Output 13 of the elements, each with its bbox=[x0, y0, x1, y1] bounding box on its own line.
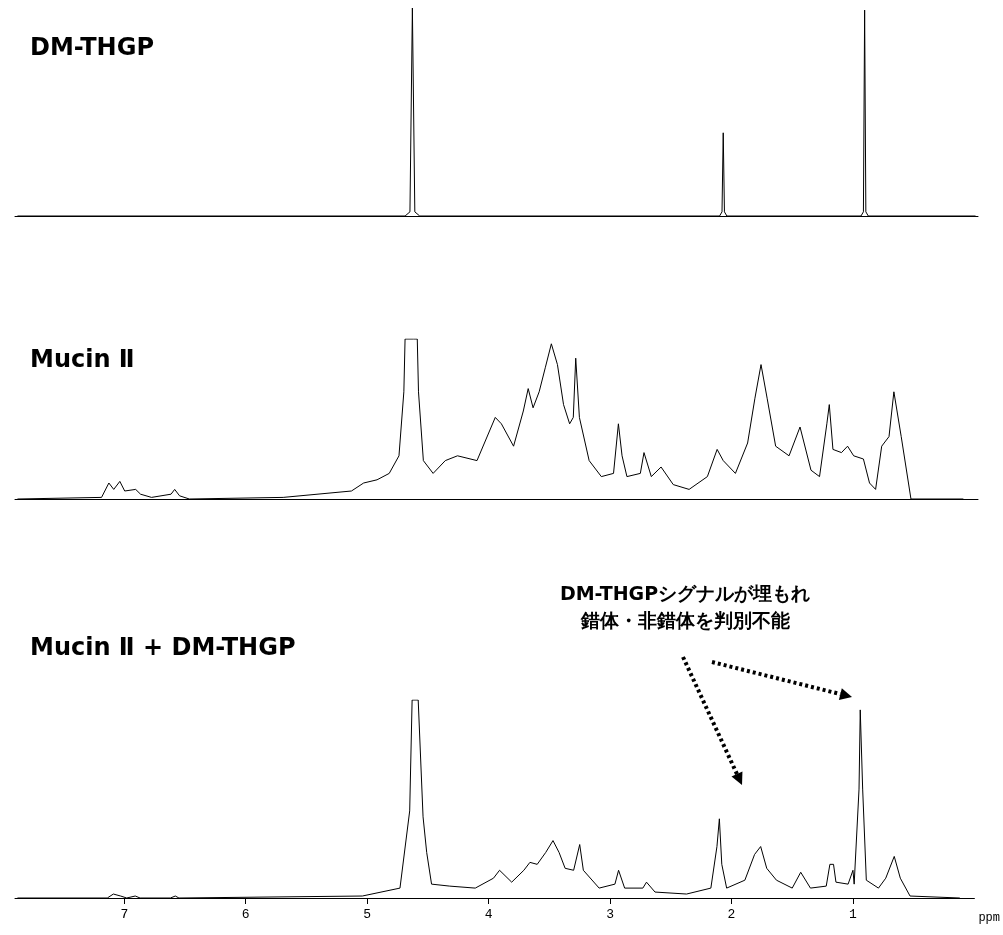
x-tick-label: 2 bbox=[727, 907, 736, 922]
x-tick-label: 3 bbox=[606, 907, 614, 922]
text: DM-THGPシグナルが埋もれ bbox=[558, 581, 812, 606]
x-tick-label: 4 bbox=[484, 907, 493, 922]
x-tick-label: 7 bbox=[120, 907, 129, 922]
text: DM-THGP bbox=[30, 33, 154, 61]
chart-title: Mucin Ⅱ + DM-THGP bbox=[30, 633, 296, 661]
text: 錯体・非錯体を判別不能 bbox=[579, 608, 791, 633]
x-tick-label: 1 bbox=[849, 907, 858, 922]
x-tick-label: 5 bbox=[363, 907, 372, 922]
x-axis-title: ppm bbox=[978, 911, 1001, 925]
x-tick-label: 6 bbox=[241, 907, 250, 922]
chart-title: Mucin Ⅱ bbox=[30, 345, 135, 373]
